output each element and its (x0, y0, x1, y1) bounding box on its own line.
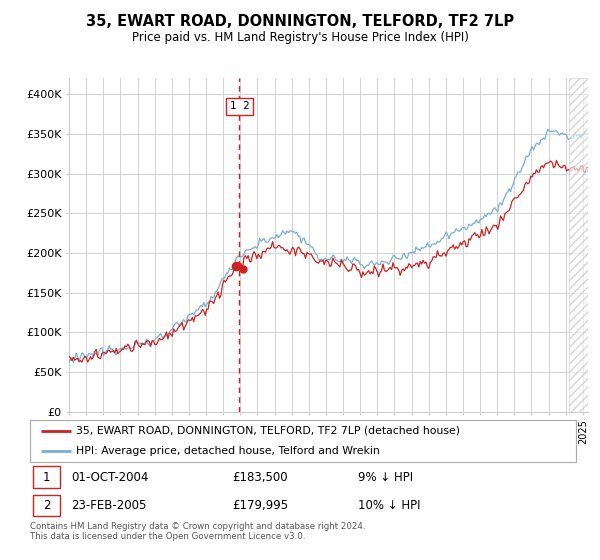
Text: 2: 2 (43, 500, 50, 512)
Text: 10% ↓ HPI: 10% ↓ HPI (358, 500, 420, 512)
Text: 35, EWART ROAD, DONNINGTON, TELFORD, TF2 7LP: 35, EWART ROAD, DONNINGTON, TELFORD, TF2… (86, 14, 514, 29)
Text: 9% ↓ HPI: 9% ↓ HPI (358, 470, 413, 483)
Text: Contains HM Land Registry data © Crown copyright and database right 2024.
This d: Contains HM Land Registry data © Crown c… (30, 522, 365, 542)
Text: Price paid vs. HM Land Registry's House Price Index (HPI): Price paid vs. HM Land Registry's House … (131, 31, 469, 44)
Text: HPI: Average price, detached house, Telford and Wrekin: HPI: Average price, detached house, Telf… (76, 446, 380, 456)
Text: 35, EWART ROAD, DONNINGTON, TELFORD, TF2 7LP (detached house): 35, EWART ROAD, DONNINGTON, TELFORD, TF2… (76, 426, 460, 436)
Text: 01-OCT-2004: 01-OCT-2004 (71, 470, 148, 483)
Text: £183,500: £183,500 (232, 470, 287, 483)
Text: 1  2: 1 2 (230, 101, 250, 111)
Text: 23-FEB-2005: 23-FEB-2005 (71, 500, 146, 512)
FancyBboxPatch shape (33, 495, 60, 516)
FancyBboxPatch shape (30, 420, 576, 462)
Text: £179,995: £179,995 (232, 500, 288, 512)
Text: 1: 1 (43, 470, 50, 483)
FancyBboxPatch shape (33, 466, 60, 488)
